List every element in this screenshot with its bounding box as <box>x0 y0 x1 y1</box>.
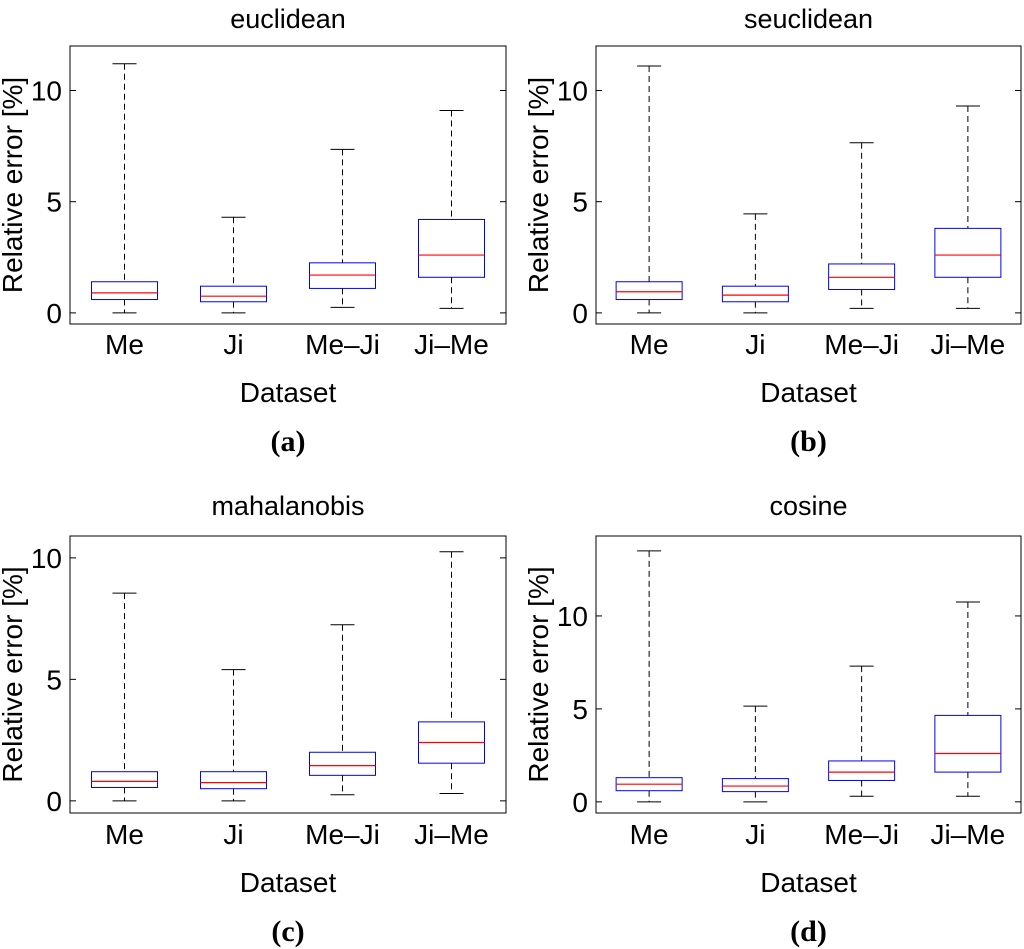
x-tick-label: Ji–Me <box>414 329 489 360</box>
y-tick-label: 5 <box>572 187 588 218</box>
x-axis-label: Dataset <box>760 377 857 408</box>
y-axis-label: Relative error [%] <box>523 77 554 293</box>
iqr-box <box>91 281 158 301</box>
x-tick-label: Me–Ji <box>305 819 380 850</box>
x-tick-label: Me–Ji <box>305 329 380 360</box>
panel-caption: (c) <box>271 915 304 948</box>
iqr-box <box>309 751 376 776</box>
chart-title: seuclidean <box>744 4 873 34</box>
iqr-box <box>91 771 158 788</box>
iqr-box <box>721 778 789 793</box>
x-tick-label: Me <box>105 819 144 850</box>
x-tick-label: Ji–Me <box>931 329 1006 360</box>
y-tick-label: 5 <box>46 187 62 218</box>
x-tick-label: Ji–Me <box>931 819 1006 850</box>
y-tick-label: 5 <box>572 694 588 725</box>
chart-title: mahalanobis <box>211 491 364 521</box>
plot-area-3 <box>595 535 1022 814</box>
x-axis-label: Dataset <box>760 867 857 898</box>
x-tick-label: Me–Ji <box>824 819 899 850</box>
panel-caption: (d) <box>790 915 827 948</box>
panel-caption: (a) <box>271 425 306 458</box>
y-tick-label: 10 <box>557 601 588 632</box>
y-tick-label: 10 <box>557 75 588 106</box>
plot-area-2 <box>69 535 507 814</box>
x-tick-label: Me <box>630 329 669 360</box>
iqr-box <box>200 285 267 303</box>
x-tick-label: Ji–Me <box>414 819 489 850</box>
y-axis-label: Relative error [%] <box>0 566 28 782</box>
chart-title: euclidean <box>230 4 346 34</box>
plot-area-0 <box>69 45 507 325</box>
x-tick-label: Ji <box>745 329 765 360</box>
y-tick-label: 10 <box>31 75 62 106</box>
x-tick-label: Me–Ji <box>824 329 899 360</box>
iqr-box <box>615 281 683 301</box>
y-tick-label: 10 <box>31 543 62 574</box>
y-tick-label: 0 <box>572 298 588 329</box>
y-axis-label: Relative error [%] <box>0 77 28 293</box>
y-tick-label: 5 <box>46 664 62 695</box>
plot-area-1 <box>595 45 1022 325</box>
y-tick-label: 0 <box>572 787 588 818</box>
x-tick-label: Me <box>105 329 144 360</box>
iqr-box <box>934 227 1002 278</box>
iqr-box <box>721 285 789 303</box>
x-tick-label: Me <box>630 819 669 850</box>
x-tick-label: Ji <box>223 329 243 360</box>
iqr-box <box>418 218 485 278</box>
chart-title: cosine <box>769 491 847 521</box>
iqr-box <box>828 760 896 781</box>
x-axis-label: Dataset <box>240 377 337 408</box>
iqr-box <box>934 714 1002 773</box>
y-axis-label: Relative error [%] <box>523 566 554 782</box>
panel-caption: (b) <box>790 425 827 458</box>
x-axis-label: Dataset <box>240 867 337 898</box>
y-tick-label: 0 <box>46 786 62 817</box>
x-tick-label: Ji <box>745 819 765 850</box>
x-tick-label: Ji <box>223 819 243 850</box>
y-tick-label: 0 <box>46 298 62 329</box>
iqr-box <box>200 771 267 790</box>
